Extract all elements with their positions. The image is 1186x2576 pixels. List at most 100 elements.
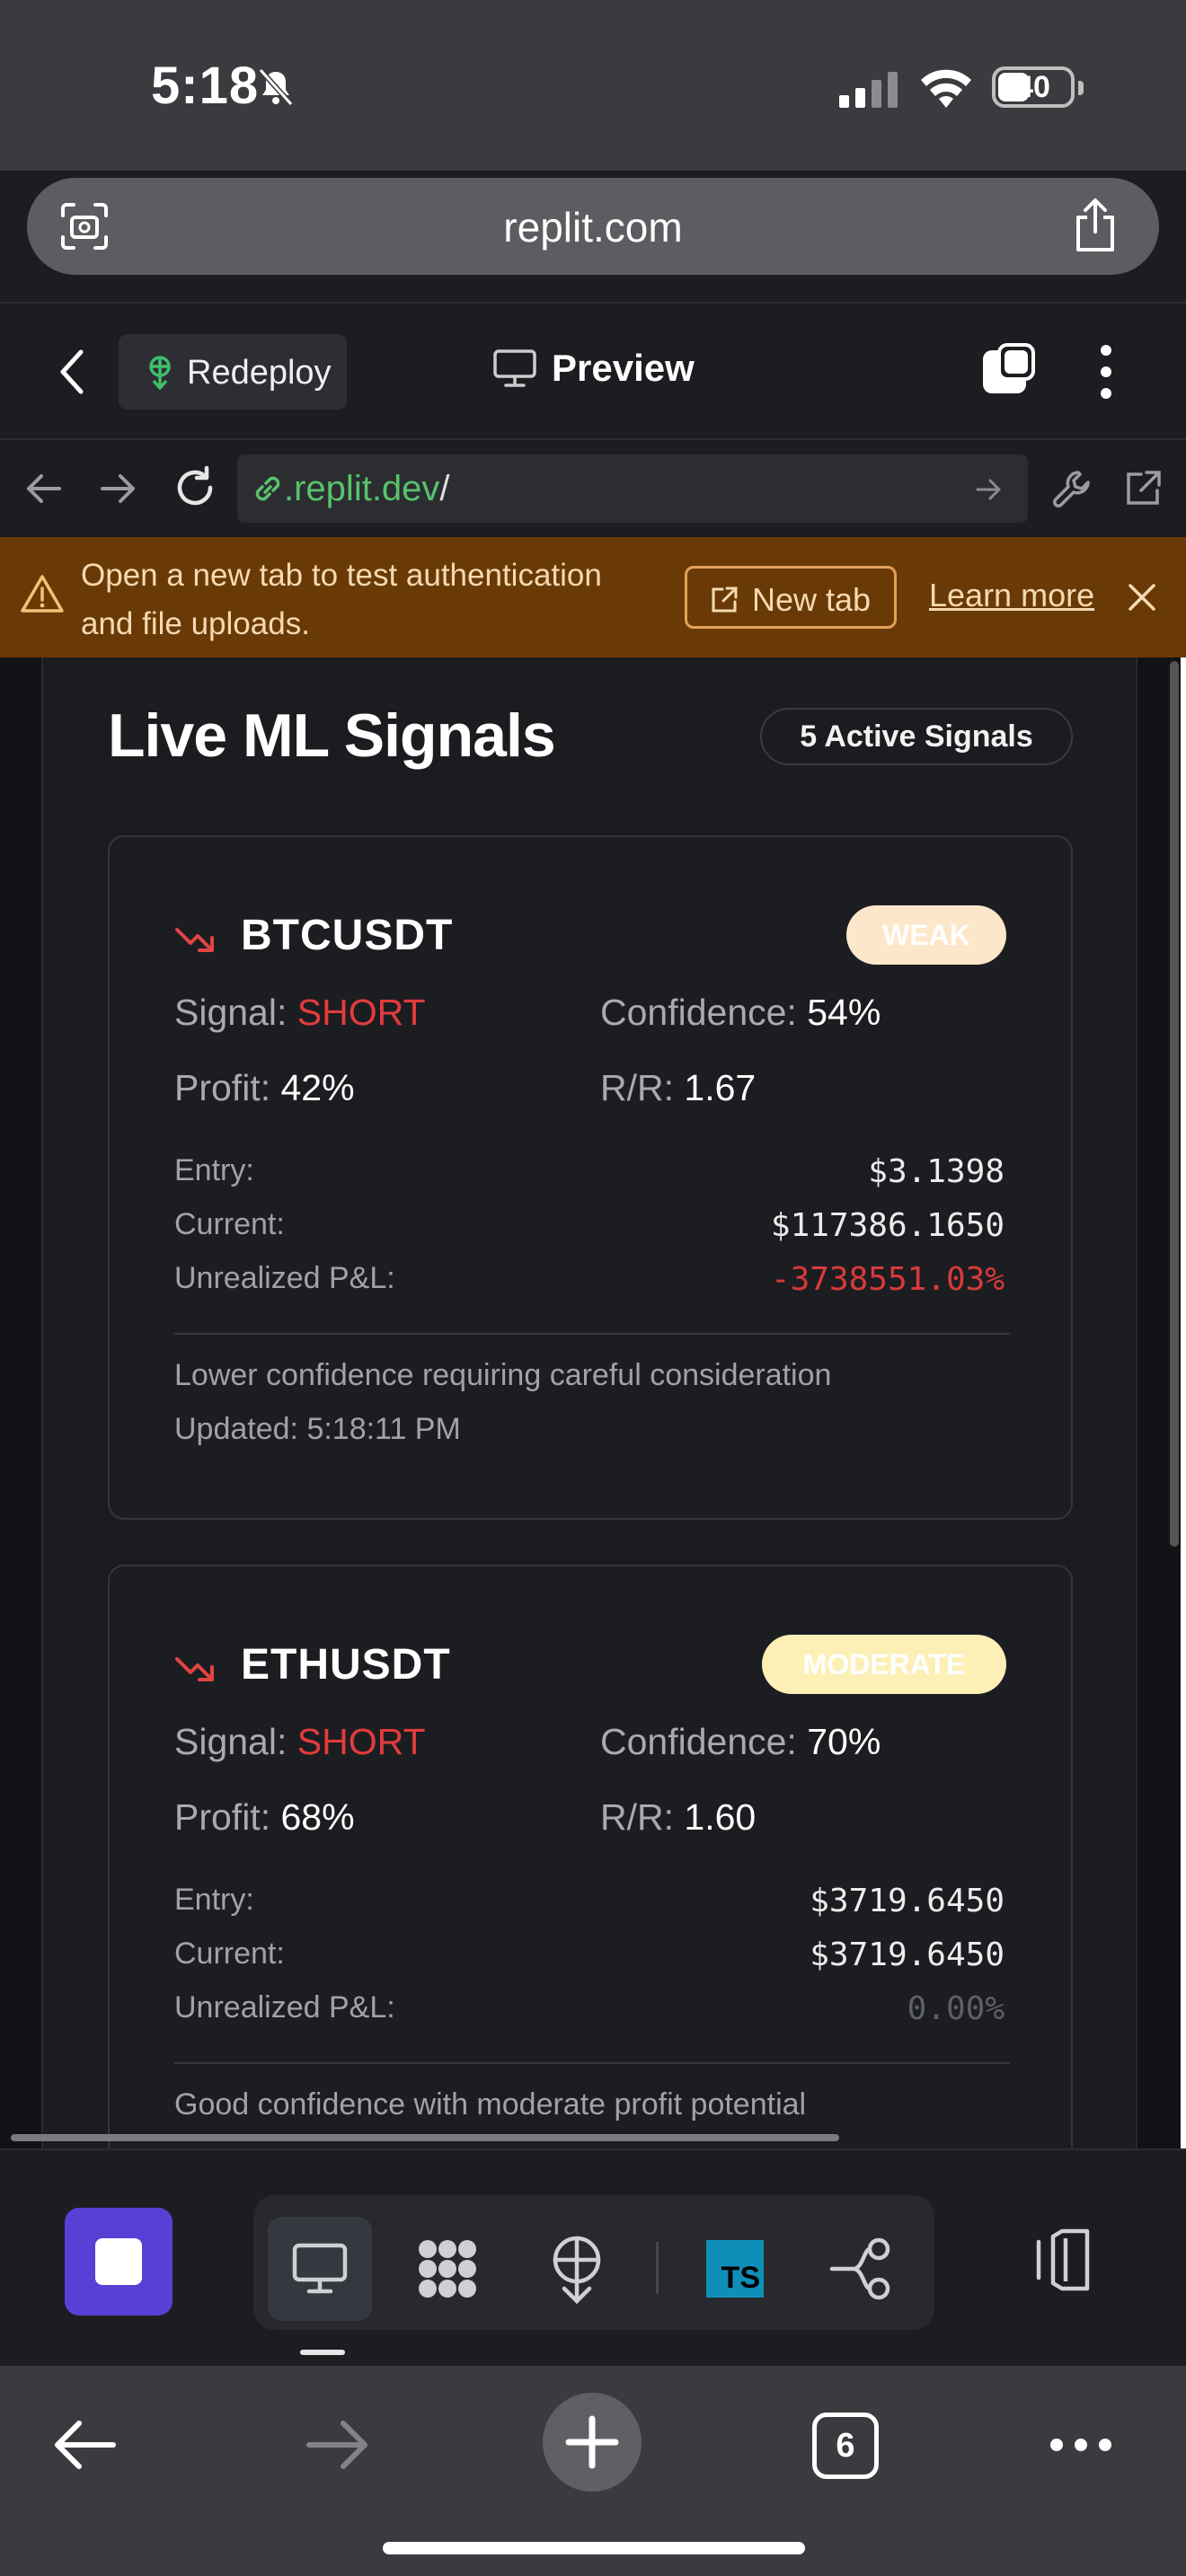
strength-badge: WEAK — [846, 905, 1006, 965]
wrench-icon[interactable] — [1051, 467, 1094, 510]
signal-symbol: ETHUSDT — [241, 1641, 451, 1689]
stop-button[interactable] — [65, 2208, 173, 2316]
preview-viewport[interactable]: Live ML Signals 5 Active Signals BTCUSDT… — [0, 657, 1186, 2148]
deploy-icon — [553, 2236, 601, 2305]
external-link-icon[interactable] — [1121, 467, 1164, 510]
clock: 5:18 — [151, 57, 260, 115]
redeploy-label: Redeploy — [187, 354, 332, 392]
new-tab-plus-button[interactable] — [543, 2393, 642, 2492]
signal-card: BTCUSDT WEAK Signal: SHORT Confidence: 5… — [108, 835, 1073, 1520]
signal-risk-reward: R/R: 1.60 — [600, 1796, 757, 1838]
strength-badge: MODERATE — [762, 1635, 1006, 1694]
preview-label: Preview — [552, 347, 695, 389]
page-title: Live ML Signals — [108, 701, 556, 770]
replit-header: Redeploy Preview — [0, 302, 1186, 438]
arrow-left-icon[interactable] — [50, 2416, 119, 2474]
new-tab-label: New tab — [752, 581, 872, 618]
battery-nub — [1078, 81, 1084, 95]
current-value: $3719.6450 — [810, 1936, 1005, 1973]
layout-icon[interactable] — [1030, 2226, 1094, 2294]
link-icon — [255, 476, 280, 501]
signals-panel: Live ML Signals 5 Active Signals BTCUSDT… — [41, 657, 1137, 2148]
dock-packages-button[interactable] — [395, 2217, 500, 2321]
active-signals-badge: 5 Active Signals — [760, 708, 1073, 765]
chevron-left-icon[interactable] — [56, 347, 88, 397]
replit-dock: TS — [0, 2148, 1186, 2366]
learn-more-link[interactable]: Learn more — [929, 577, 1095, 613]
dock-preview-button[interactable] — [268, 2217, 372, 2321]
signal-profit: Profit: 42% — [174, 1067, 355, 1108]
entry-label: Entry: — [174, 1153, 254, 1187]
packages-icon — [419, 2240, 476, 2298]
scan-icon[interactable] — [59, 201, 110, 251]
pnl-value: -3738551.03% — [770, 1261, 1005, 1298]
status-bar: 5:18 40 replit.com — [0, 0, 1186, 275]
new-tab-button[interactable]: New tab — [685, 566, 897, 629]
cellular-icon — [839, 72, 898, 108]
current-value: $117386.1650 — [770, 1207, 1005, 1244]
dock-divider — [656, 2242, 659, 2294]
share-icon[interactable] — [1069, 198, 1121, 253]
pane-icon[interactable] — [979, 341, 1037, 399]
pnl-value: 0.00% — [907, 1990, 1005, 2027]
current-label: Current: — [174, 1936, 285, 1971]
wifi-icon — [921, 69, 971, 108]
divider — [174, 2062, 1010, 2064]
divider — [174, 1333, 1010, 1335]
warning-icon — [21, 575, 64, 613]
signal-profit: Profit: 68% — [174, 1796, 355, 1838]
battery-icon: 40 — [992, 66, 1075, 108]
pnl-label: Unrealized P&L: — [174, 1990, 395, 2025]
auth-warning-banner: Open a new tab to test authentication an… — [0, 537, 1186, 657]
preview-address-bar[interactable]: .replit.dev/ — [237, 454, 1028, 523]
entry-value: $3719.6450 — [810, 1883, 1005, 1919]
go-arrow-icon[interactable] — [974, 474, 1005, 505]
dock-deploy-button[interactable] — [525, 2217, 629, 2321]
bell-slash-icon — [258, 67, 294, 107]
more-icon[interactable] — [1049, 2436, 1112, 2454]
kebab-icon[interactable] — [1094, 343, 1118, 401]
git-icon — [829, 2237, 890, 2300]
redeploy-button[interactable]: Redeploy — [119, 334, 347, 410]
deploy-icon — [149, 356, 171, 390]
safari-domain[interactable]: replit.com — [503, 204, 683, 251]
viewport-edge — [1181, 657, 1186, 2148]
horizontal-scrollbar[interactable] — [11, 2134, 839, 2141]
signal-updated: Updated: 5:18:11 PM — [174, 1412, 461, 1446]
entry-value: $3.1398 — [868, 1153, 1005, 1190]
banner-message: Open a new tab to test authentication an… — [81, 558, 602, 641]
monitor-icon — [493, 349, 536, 387]
home-indicator — [383, 2542, 805, 2554]
safari-url-bar[interactable]: replit.com — [27, 178, 1159, 275]
pnl-label: Unrealized P&L: — [174, 1261, 395, 1295]
arrow-left-icon[interactable] — [23, 469, 63, 508]
trend-down-icon — [175, 1657, 214, 1681]
vertical-scrollbar[interactable] — [1170, 661, 1179, 1547]
dock-git-button[interactable] — [810, 2217, 915, 2321]
signal-direction: Signal: SHORT — [174, 1721, 426, 1762]
signal-confidence: Confidence: 54% — [600, 992, 881, 1033]
preview-toolbar: .replit.dev/ — [0, 438, 1186, 537]
stop-icon — [95, 2238, 142, 2285]
arrow-right-icon[interactable] — [304, 2416, 372, 2474]
external-link-icon — [712, 587, 738, 613]
signal-description: Lower confidence requiring careful consi… — [174, 1358, 832, 1392]
address-text: .replit.dev/ — [284, 469, 450, 508]
current-label: Current: — [174, 1207, 285, 1241]
plus-icon — [565, 2415, 619, 2469]
dock-typescript-file[interactable]: TS — [685, 2217, 789, 2321]
entry-label: Entry: — [174, 1883, 254, 1917]
trend-down-icon — [175, 928, 214, 952]
signal-confidence: Confidence: 70% — [600, 1721, 881, 1762]
signal-symbol: BTCUSDT — [241, 912, 454, 959]
arrow-right-icon[interactable] — [99, 469, 138, 508]
reload-icon[interactable] — [173, 465, 217, 510]
signal-card: ETHUSDT MODERATE Signal: SHORT Confidenc… — [108, 1565, 1073, 2148]
close-icon[interactable] — [1127, 582, 1157, 613]
monitor-icon — [292, 2243, 348, 2294]
tab-count-button[interactable]: 6 — [812, 2413, 879, 2479]
signal-risk-reward: R/R: 1.67 — [600, 1067, 757, 1108]
safari-toolbar: 6 — [0, 2366, 1186, 2576]
active-tab-indicator — [300, 2350, 345, 2355]
ts-icon: TS — [706, 2240, 764, 2298]
